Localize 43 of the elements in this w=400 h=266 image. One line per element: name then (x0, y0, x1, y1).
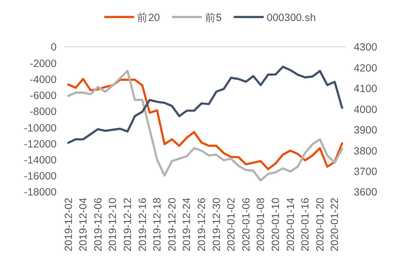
y2-tick-label: 4200 (354, 62, 378, 74)
x-tick-label: 2020-01-08 (255, 198, 268, 252)
x-tick-label: 2019-12-10 (107, 198, 120, 252)
x-tick-label: 2019-12-26 (196, 198, 208, 252)
x-tick-label: 2020-01-10 (270, 198, 282, 252)
legend-label: 前20 (137, 12, 160, 24)
x-tick-label: 2019-12-12 (122, 198, 134, 252)
y-tick-label: -4000 (30, 74, 57, 86)
line-series (67, 78, 344, 170)
x-tick-label: 2019-12-30 (210, 198, 223, 252)
y-tick-label: 0 (50, 42, 57, 54)
x-tick-label: 2019-12-20 (166, 198, 178, 252)
x-tick-label: 2020-01-06 (240, 198, 252, 252)
x-tick-label: 2020-01-02 (226, 198, 238, 252)
x-tick-label: 2019-12-18 (152, 198, 164, 252)
y2-tick-label: 3900 (354, 124, 378, 137)
x-tick-label: 2020-01-22 (329, 198, 342, 252)
y2-tick-label: 4300 (354, 42, 378, 54)
y2-tick-label: 3800 (354, 145, 378, 158)
y-tick-label: -2000 (30, 58, 57, 70)
line-series (67, 66, 344, 144)
x-tick-label: 2019-12-02 (62, 198, 75, 252)
y2-tick-label: 3600 (354, 186, 378, 199)
x-tick-label: 2019-12-06 (92, 198, 104, 252)
x-tick-label: 2019-12-04 (78, 198, 90, 252)
legend-label: 000300.sh (266, 12, 316, 24)
line-series (67, 70, 344, 182)
x-tick-label: 2019-12-24 (181, 198, 194, 252)
y2-tick-label: 4000 (354, 104, 378, 116)
y-tick-label: -10000 (24, 122, 57, 134)
x-tick-label: 2019-12-16 (136, 198, 149, 252)
y2-tick-label: 3700 (354, 166, 378, 178)
y-tick-label: -8000 (30, 106, 57, 118)
y2-tick-label: 4100 (354, 83, 378, 96)
y-tick-label: -18000 (24, 186, 57, 199)
x-tick-label: 2020-01-14 (284, 198, 297, 252)
y-tick-label: -12000 (24, 138, 57, 150)
x-tick-label: 2020-01-20 (314, 198, 326, 252)
legend-label: 前5 (204, 12, 222, 24)
y-tick-label: -6000 (30, 90, 57, 102)
y-tick-label: -14000 (24, 154, 57, 166)
y-tick-label: -16000 (24, 170, 57, 183)
x-tick-label: 2020-01-16 (300, 198, 312, 252)
